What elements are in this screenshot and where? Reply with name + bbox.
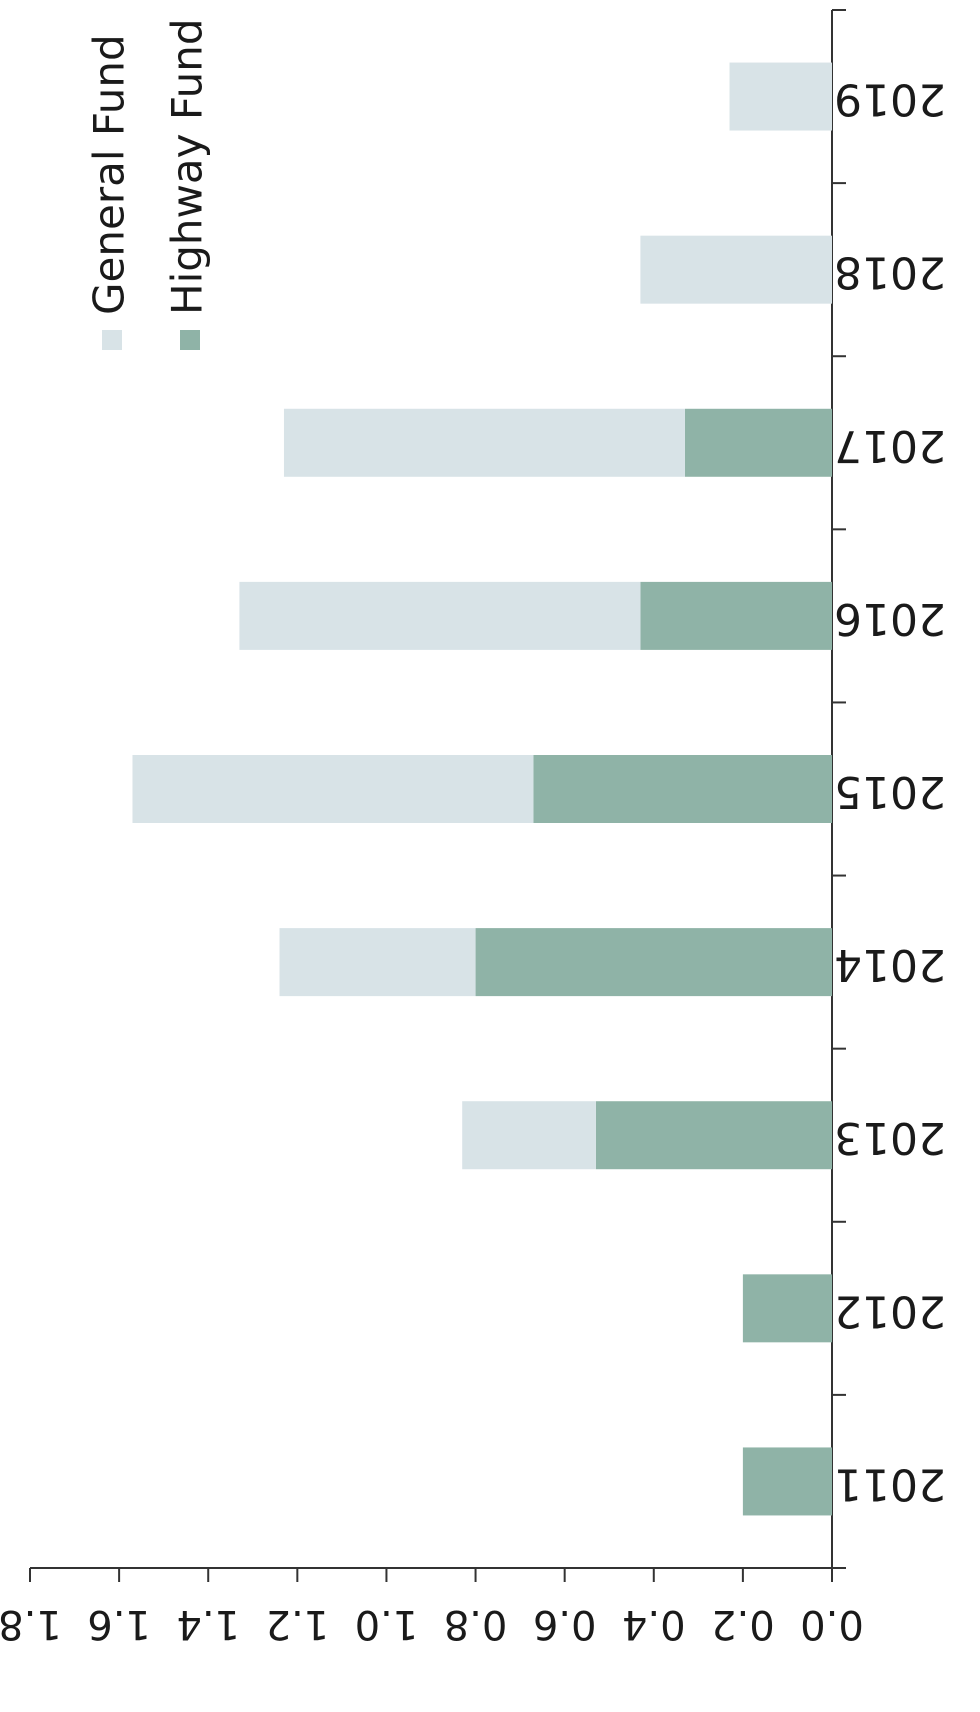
bar-general-fund bbox=[462, 1101, 596, 1170]
bar-highway-fund bbox=[742, 1447, 832, 1516]
bar-highway-fund bbox=[742, 1274, 832, 1343]
bar-general-fund bbox=[640, 235, 832, 304]
bar-general-fund bbox=[279, 928, 476, 997]
value-tick-label: 0.6 bbox=[533, 1601, 597, 1647]
category-label: 2011 bbox=[834, 1458, 946, 1509]
value-tick-label: 1.4 bbox=[176, 1601, 240, 1647]
category-label: 2013 bbox=[834, 1112, 946, 1163]
value-tick-label: 1.2 bbox=[266, 1601, 330, 1647]
value-tick-label: 0.8 bbox=[444, 1601, 508, 1647]
value-ticks: 0.0 0.2 0.4 0.6 0.8 1.0 1.2 1.4 1.6 1.8 bbox=[0, 1568, 864, 1647]
value-tick-label: 1.0 bbox=[355, 1601, 419, 1647]
bar-general-fund bbox=[132, 755, 534, 823]
value-tick-label: 1.8 bbox=[0, 1601, 62, 1647]
bar-highway-fund bbox=[640, 581, 832, 650]
bar-highway-fund bbox=[684, 408, 832, 477]
bar-highway-fund bbox=[475, 928, 832, 997]
bar-general-fund bbox=[239, 581, 641, 650]
bar-highway-fund bbox=[595, 1101, 832, 1170]
category-label: 2016 bbox=[834, 593, 946, 644]
value-tick-label: 1.6 bbox=[87, 1601, 151, 1647]
category-label: 2014 bbox=[834, 939, 946, 990]
category-label: 2015 bbox=[834, 766, 946, 817]
bars bbox=[132, 62, 832, 1516]
value-tick-label: 0.4 bbox=[622, 1601, 686, 1647]
bar-highway-fund bbox=[533, 755, 832, 823]
category-ticks: 2011 2012 2013 2014 2015 2016 2017 2018 2019 bbox=[832, 9, 946, 1569]
legend: General Fund Highway Fund bbox=[85, 18, 212, 350]
legend-swatch bbox=[102, 330, 122, 350]
category-label: 2018 bbox=[834, 247, 946, 298]
category-label: 2019 bbox=[834, 74, 946, 125]
value-tick-label: 0.2 bbox=[711, 1601, 775, 1647]
bar-general-fund bbox=[729, 62, 832, 131]
legend-label: General Fund bbox=[85, 34, 134, 315]
legend-swatch bbox=[180, 330, 200, 350]
value-tick-label: 0.0 bbox=[800, 1601, 864, 1647]
category-label: 2017 bbox=[834, 420, 946, 471]
bar-general-fund bbox=[283, 408, 685, 477]
category-label: 2012 bbox=[834, 1285, 946, 1336]
legend-label: Highway Fund bbox=[163, 18, 212, 315]
